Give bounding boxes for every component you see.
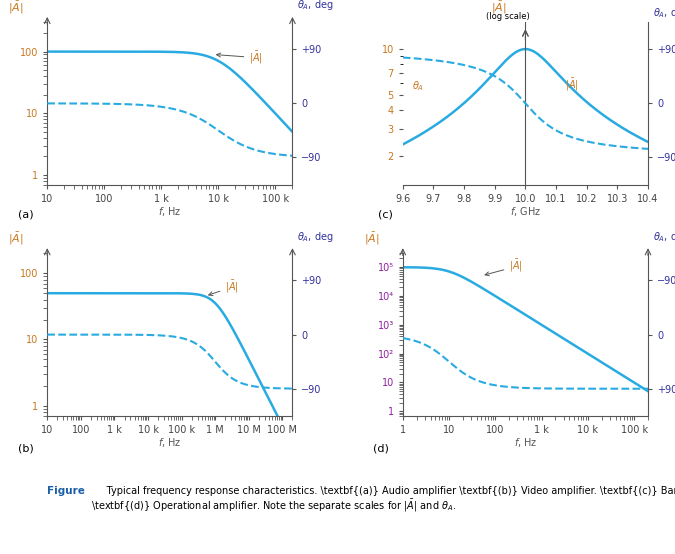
Text: $\theta_A$, deg: $\theta_A$, deg — [298, 0, 334, 12]
Text: (a): (a) — [18, 209, 34, 219]
Text: $\theta_A$, deg: $\theta_A$, deg — [653, 230, 675, 244]
Text: $|\bar{A}|$: $|\bar{A}|$ — [565, 77, 579, 93]
X-axis label: $f$, GHz: $f$, GHz — [510, 205, 541, 218]
Text: (b): (b) — [18, 444, 34, 454]
Text: $\theta_A$: $\theta_A$ — [412, 79, 424, 93]
Text: $|\bar{A}|$: $|\bar{A}|$ — [491, 0, 507, 16]
Text: $\theta_A$, deg: $\theta_A$, deg — [298, 230, 334, 244]
X-axis label: $f$, Hz: $f$, Hz — [158, 436, 182, 449]
Text: $|\bar{A}|$: $|\bar{A}|$ — [8, 0, 24, 16]
Text: Typical frequency response characteristics. \textbf{(a)} Audio amplifier \textbf: Typical frequency response characteristi… — [90, 486, 675, 514]
Text: (log scale): (log scale) — [486, 12, 530, 22]
Text: $|\bar{A}|$: $|\bar{A}|$ — [485, 258, 523, 276]
Text: $|\bar{A}|$: $|\bar{A}|$ — [364, 230, 379, 247]
Text: $|\bar{A}|$: $|\bar{A}|$ — [209, 279, 239, 296]
X-axis label: $f$, Hz: $f$, Hz — [514, 436, 537, 449]
Text: (c): (c) — [378, 209, 393, 219]
Text: $|\bar{A}|$: $|\bar{A}|$ — [8, 230, 24, 247]
Text: Figure: Figure — [47, 486, 85, 496]
X-axis label: $f$, Hz: $f$, Hz — [158, 205, 182, 218]
Text: (d): (d) — [373, 444, 389, 454]
Text: $\theta_A$, deg: $\theta_A$, deg — [653, 6, 675, 20]
Text: $|\bar{A}|$: $|\bar{A}|$ — [217, 50, 263, 66]
